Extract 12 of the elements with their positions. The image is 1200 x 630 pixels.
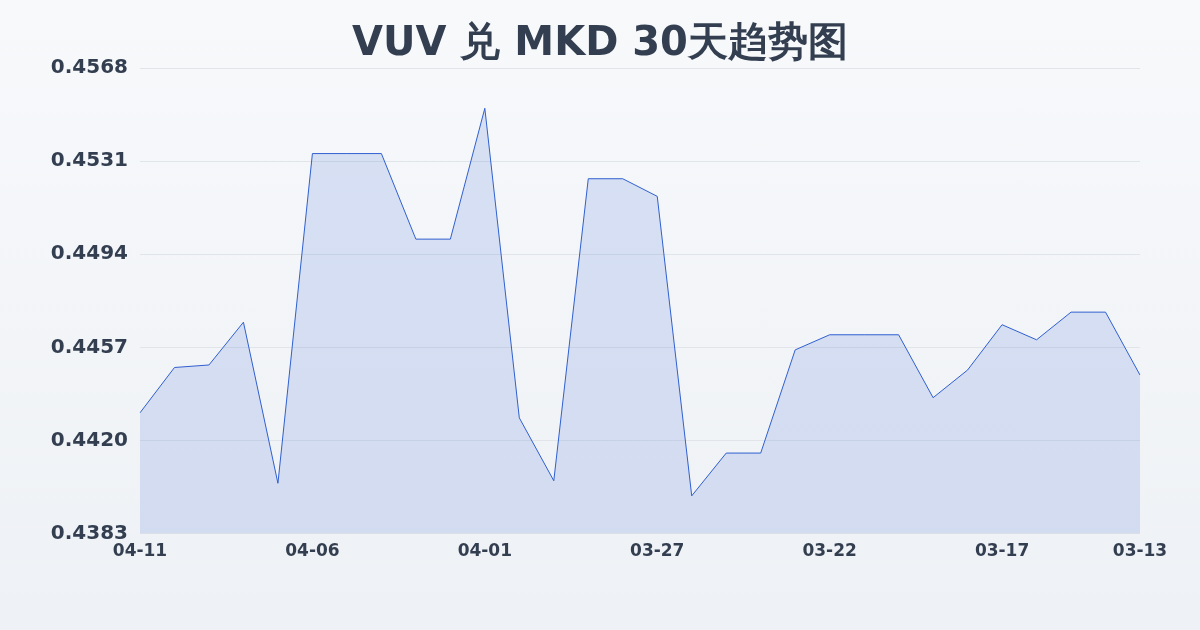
x-tick-label: 03-17 (974, 540, 1030, 561)
y-tick-label: 0.4457 (50, 333, 128, 358)
x-tick-label: 04-01 (457, 540, 513, 561)
x-tick-label: 03-22 (802, 540, 857, 561)
x-tick-label: 03-27 (630, 540, 685, 561)
x-tick-label: 03-13 (1112, 540, 1168, 561)
x-tick-label: 04-06 (285, 540, 340, 561)
y-tick-label: 0.4494 (50, 240, 128, 265)
chart-title: VUV 兑 MKD 30天趋势图 (352, 18, 848, 64)
y-tick-label: 0.4531 (50, 147, 128, 172)
y-tick-label: 0.4420 (50, 426, 128, 451)
y-tick-label: 0.4568 (50, 54, 128, 79)
